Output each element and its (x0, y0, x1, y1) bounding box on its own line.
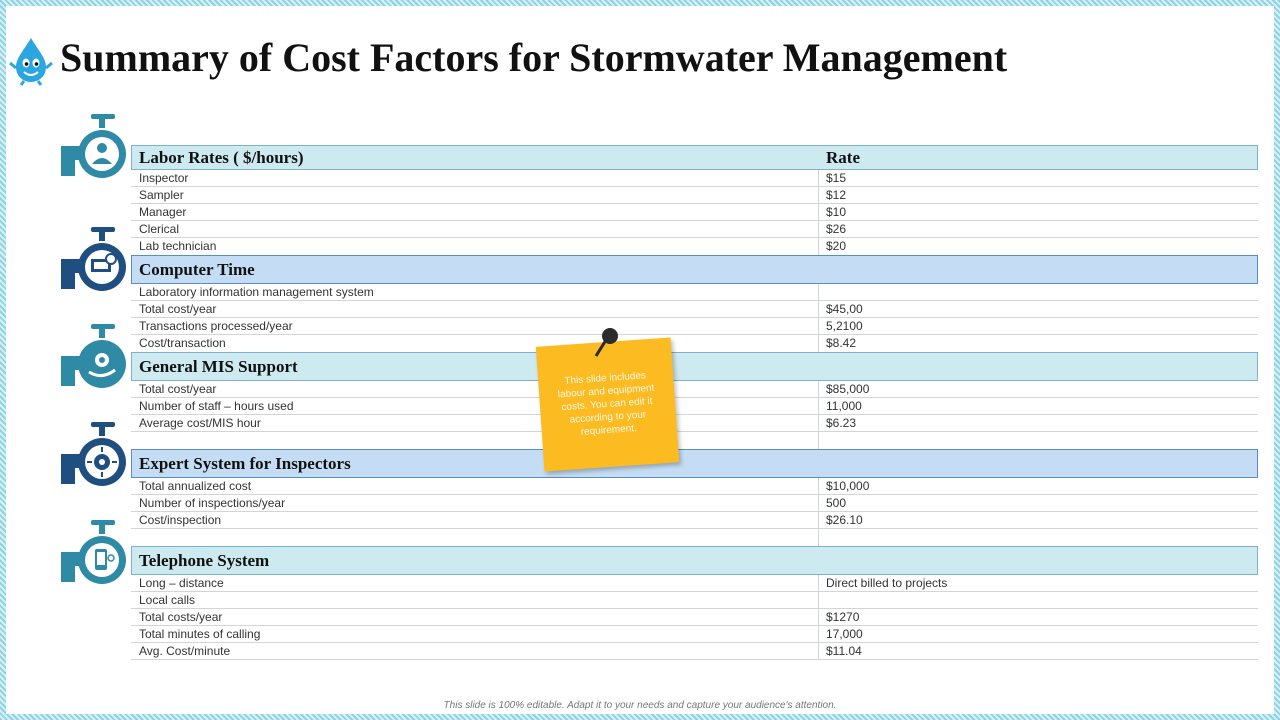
row-value: 17,000 (826, 627, 863, 641)
row-value (819, 529, 1258, 546)
row-item (131, 432, 819, 449)
table-row: Clerical $26 (131, 221, 1258, 238)
row-value: $85,000 (826, 382, 870, 396)
row-item: Sampler (131, 187, 819, 203)
table-row: Total cost/year $45,00 (131, 301, 1258, 318)
sticky-note-text: This slide includes labour and equipment… (557, 370, 655, 438)
page-title: Summary of Cost Factors for Stormwater M… (60, 35, 1008, 80)
row-item: Laboratory information management system (131, 284, 819, 300)
row-value: $11.04 (826, 644, 862, 658)
row-value (819, 284, 1258, 300)
push-pin-icon (594, 328, 618, 357)
row-value: $6.23 (826, 416, 857, 430)
row-item: Total annualized cost (131, 478, 819, 494)
row-value: $26 (826, 222, 847, 236)
table-row: Sampler $12 (131, 187, 1258, 204)
row-item: Transactions processed/year (131, 318, 819, 334)
row-item: Lab technician (131, 238, 819, 255)
row-value: $26.10 (826, 513, 863, 527)
table-row: Total costs/year $1270 (131, 609, 1258, 626)
row-item: Long – distance (131, 575, 819, 591)
table-row: Inspector $15 (131, 170, 1258, 187)
table-row: Long – distance Direct billed to projects (131, 575, 1258, 592)
row-value: 500 (826, 496, 847, 510)
row-item: Average cost/MIS hour (131, 415, 819, 431)
table-row: Cost/inspection $26.10 (131, 512, 1258, 529)
row-value (819, 592, 1258, 608)
row-item: Total cost/year (131, 301, 819, 317)
row-value: $15 (826, 171, 847, 185)
table-row: Number of staff – hours used 11,000 (131, 398, 1258, 415)
row-item: Local calls (131, 592, 819, 608)
row-value: $1270 (826, 610, 860, 624)
footer-note: This slide is 100% editable. Adapt it to… (443, 700, 837, 711)
water-drop-mascot-icon (9, 38, 53, 86)
row-item: Total cost/year (131, 381, 819, 397)
section-title: Computer Time (139, 260, 255, 279)
table-row: Manager $10 (131, 204, 1258, 221)
row-value: $10 (826, 205, 847, 219)
row-item: Cost/inspection (131, 512, 819, 528)
row-item: Number of inspections/year (131, 495, 819, 511)
section-header-telephone: Telephone System (131, 546, 1258, 575)
table-row: Lab technician $20 (131, 238, 1258, 255)
row-item: Inspector (131, 170, 819, 186)
section-header-expert: Expert System for Inspectors (131, 449, 1258, 478)
row-item: Number of staff – hours used (131, 398, 819, 414)
table-row: Total annualized cost $10,000 (131, 478, 1258, 495)
person-icon (61, 114, 126, 178)
monitor-clock-icon (61, 227, 126, 291)
section-title: Expert System for Inspectors (139, 454, 351, 473)
table-row: Transactions processed/year 5,2100 (131, 318, 1258, 335)
section-title: General MIS Support (139, 357, 298, 376)
row-item: Total minutes of calling (131, 626, 819, 642)
section-header-labor: Labor Rates ( $/hours) Rate (131, 145, 1258, 170)
section-header-computer: Computer Time (131, 255, 1258, 284)
table-row: Laboratory information management system (131, 284, 1258, 301)
row-item: Cost/transaction (131, 335, 819, 352)
row-item (131, 529, 819, 546)
row-item: Avg. Cost/minute (131, 643, 819, 659)
table-row (131, 432, 1258, 449)
table-row: Cost/transaction $8.42 (131, 335, 1258, 352)
table-row: Average cost/MIS hour $6.23 (131, 415, 1258, 432)
row-value: $10,000 (826, 479, 870, 493)
section-title: Telephone System (139, 551, 270, 570)
section-title: Labor Rates ( $/hours) (139, 148, 304, 167)
row-value: $12 (826, 188, 847, 202)
rate-column-header: Rate (826, 148, 860, 167)
row-item: Manager (131, 204, 819, 220)
table-row: Total minutes of calling 17,000 (131, 626, 1258, 643)
row-value: 11,000 (826, 399, 862, 413)
table-row: Local calls (131, 592, 1258, 609)
row-value: $8.42 (826, 336, 857, 350)
table-row (131, 529, 1258, 546)
table-row: Number of inspections/year 500 (131, 495, 1258, 512)
gear-hand-icon (61, 324, 126, 388)
row-value (819, 432, 1258, 449)
row-value: Direct billed to projects (826, 576, 948, 590)
cost-table: Labor Rates ( $/hours) Rate Inspector $15… (131, 145, 1258, 660)
row-value: 5,2100 (826, 319, 863, 333)
row-item: Clerical (131, 221, 819, 237)
row-value: $20 (826, 239, 847, 253)
table-row: Total cost/year $85,000 (131, 381, 1258, 398)
section-header-mis: General MIS Support (131, 352, 1258, 381)
row-item: Total costs/year (131, 609, 819, 625)
row-value: $45,00 (826, 302, 863, 316)
gear-circuit-icon (61, 422, 126, 486)
mobile-phone-icon (61, 520, 126, 584)
table-row: Avg. Cost/minute $11.04 (131, 643, 1258, 660)
